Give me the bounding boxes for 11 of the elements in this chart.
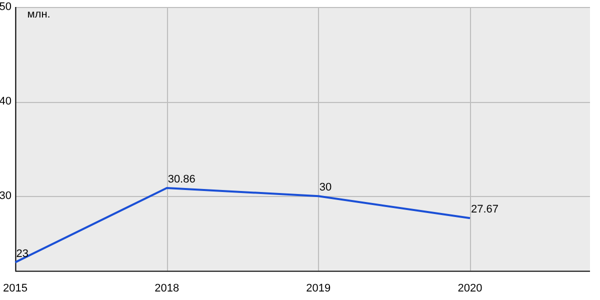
y-tick-label: 30	[0, 190, 12, 202]
x-tick-label: 2020	[458, 282, 482, 294]
data-label: 23	[16, 248, 28, 260]
y-tick-label: 50	[0, 1, 12, 14]
data-label: 30.86	[168, 174, 196, 186]
x-tick-label: 2015	[2, 282, 28, 294]
data-label: 27.67	[471, 204, 499, 216]
x-tick-label: 2019	[306, 282, 331, 294]
data-label: 30	[319, 182, 332, 194]
x-tick-label: 2018	[154, 282, 180, 294]
y-axis-title: млн.	[27, 8, 50, 21]
